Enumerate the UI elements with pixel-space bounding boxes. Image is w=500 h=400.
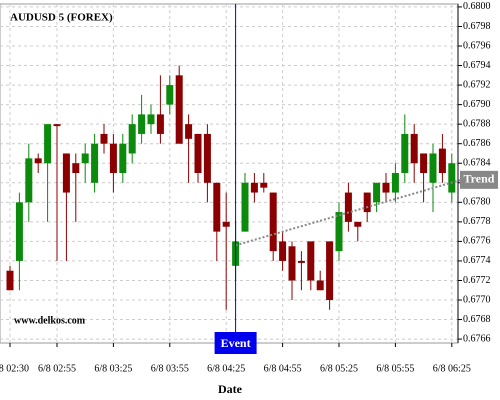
candle-body (128, 124, 136, 154)
x-tick-label: 6/8 06:25 (433, 363, 471, 374)
candle-body (44, 124, 52, 164)
y-tick-label: 0.6790 (463, 99, 491, 110)
candle-body (307, 241, 315, 281)
candle-body (185, 124, 193, 139)
candle-body (25, 158, 33, 203)
y-tick-label: 0.6800 (463, 1, 491, 12)
candle-body (410, 133, 418, 164)
candle-body (15, 202, 23, 261)
candle-body (429, 153, 437, 183)
candle-body (72, 163, 80, 174)
x-tick-label: 6/8 03:55 (151, 363, 189, 374)
y-tick-label: 0.6770 (463, 294, 491, 305)
candle-body (147, 114, 155, 125)
candle-body (344, 192, 352, 222)
candles (6, 65, 456, 310)
x-tick-label: 6/8 05:55 (376, 363, 414, 374)
candle-body (241, 182, 249, 232)
trend-label-box (460, 170, 498, 189)
candle-body (326, 241, 334, 301)
candle-body (119, 143, 127, 174)
candle-body (109, 143, 117, 174)
candle-body (438, 148, 446, 174)
y-tick-label: 0.6766 (463, 333, 491, 344)
x-axis-title: Date (218, 382, 243, 396)
event-label-box (214, 332, 257, 354)
x-tick-label: 6/8 02:30 (0, 363, 29, 374)
candle-body (222, 221, 230, 227)
x-tick-label: 6/8 04:25 (207, 363, 245, 374)
y-tick-label: 0.6798 (463, 21, 491, 32)
candle-body (297, 260, 305, 263)
candle-body (269, 192, 277, 252)
candle-body (194, 133, 202, 174)
candle-body (260, 182, 268, 188)
trend-line (235, 178, 462, 247)
candle-body (316, 280, 324, 291)
candle-body (175, 75, 183, 144)
candle-body (81, 153, 89, 164)
y-tick-label: 0.6774 (463, 255, 491, 266)
y-tick-label: 0.6772 (463, 275, 491, 286)
y-tick-label: 0.6778 (463, 216, 491, 227)
candle-body (335, 212, 343, 252)
candle-body (382, 182, 390, 193)
y-tick-label: 0.6780 (463, 197, 491, 208)
candle-body (203, 133, 211, 183)
candle-body (420, 153, 428, 174)
chart-title: AUDUSD 5 (FOREX) (10, 12, 113, 24)
candle-body (166, 85, 174, 105)
candle-body (354, 221, 362, 227)
candle-body (53, 124, 61, 127)
y-tick-label: 0.6794 (463, 60, 491, 71)
x-tick-label: 6/8 02:55 (38, 363, 76, 374)
candle-body (34, 158, 42, 164)
candle-body (288, 246, 296, 281)
candle-body (279, 241, 287, 261)
y-tick-label: 0.6796 (463, 40, 491, 51)
candle-body (391, 173, 399, 193)
y-tick-label: 0.6788 (463, 118, 491, 129)
trend-label: Trend (464, 172, 495, 186)
candle-body (401, 133, 409, 174)
candle-body (448, 163, 456, 193)
x-tick-label: 6/8 04:55 (264, 363, 302, 374)
candle-body (250, 182, 258, 193)
y-tick-label: 0.6776 (463, 236, 491, 247)
y-tick-label: 0.6786 (463, 138, 491, 149)
event-label: Event (221, 336, 251, 350)
candle-body (62, 153, 70, 193)
plot-area (0, 3, 459, 344)
y-tick-label: 0.6792 (463, 79, 491, 90)
candle-body (91, 143, 99, 183)
candle-body (363, 192, 371, 213)
candle-body (373, 182, 381, 203)
candle-body (6, 270, 14, 291)
y-tick-label: 0.6784 (463, 158, 491, 169)
x-tick-label: 6/8 05:25 (320, 363, 358, 374)
y-tick-label: 0.6768 (463, 314, 491, 325)
watermark: www.delkos.com (14, 315, 86, 326)
candle-body (156, 114, 164, 134)
candle-body (213, 182, 221, 232)
candle-body (100, 133, 108, 144)
x-tick-label: 6/8 03:25 (94, 363, 132, 374)
candle-body (138, 114, 146, 134)
